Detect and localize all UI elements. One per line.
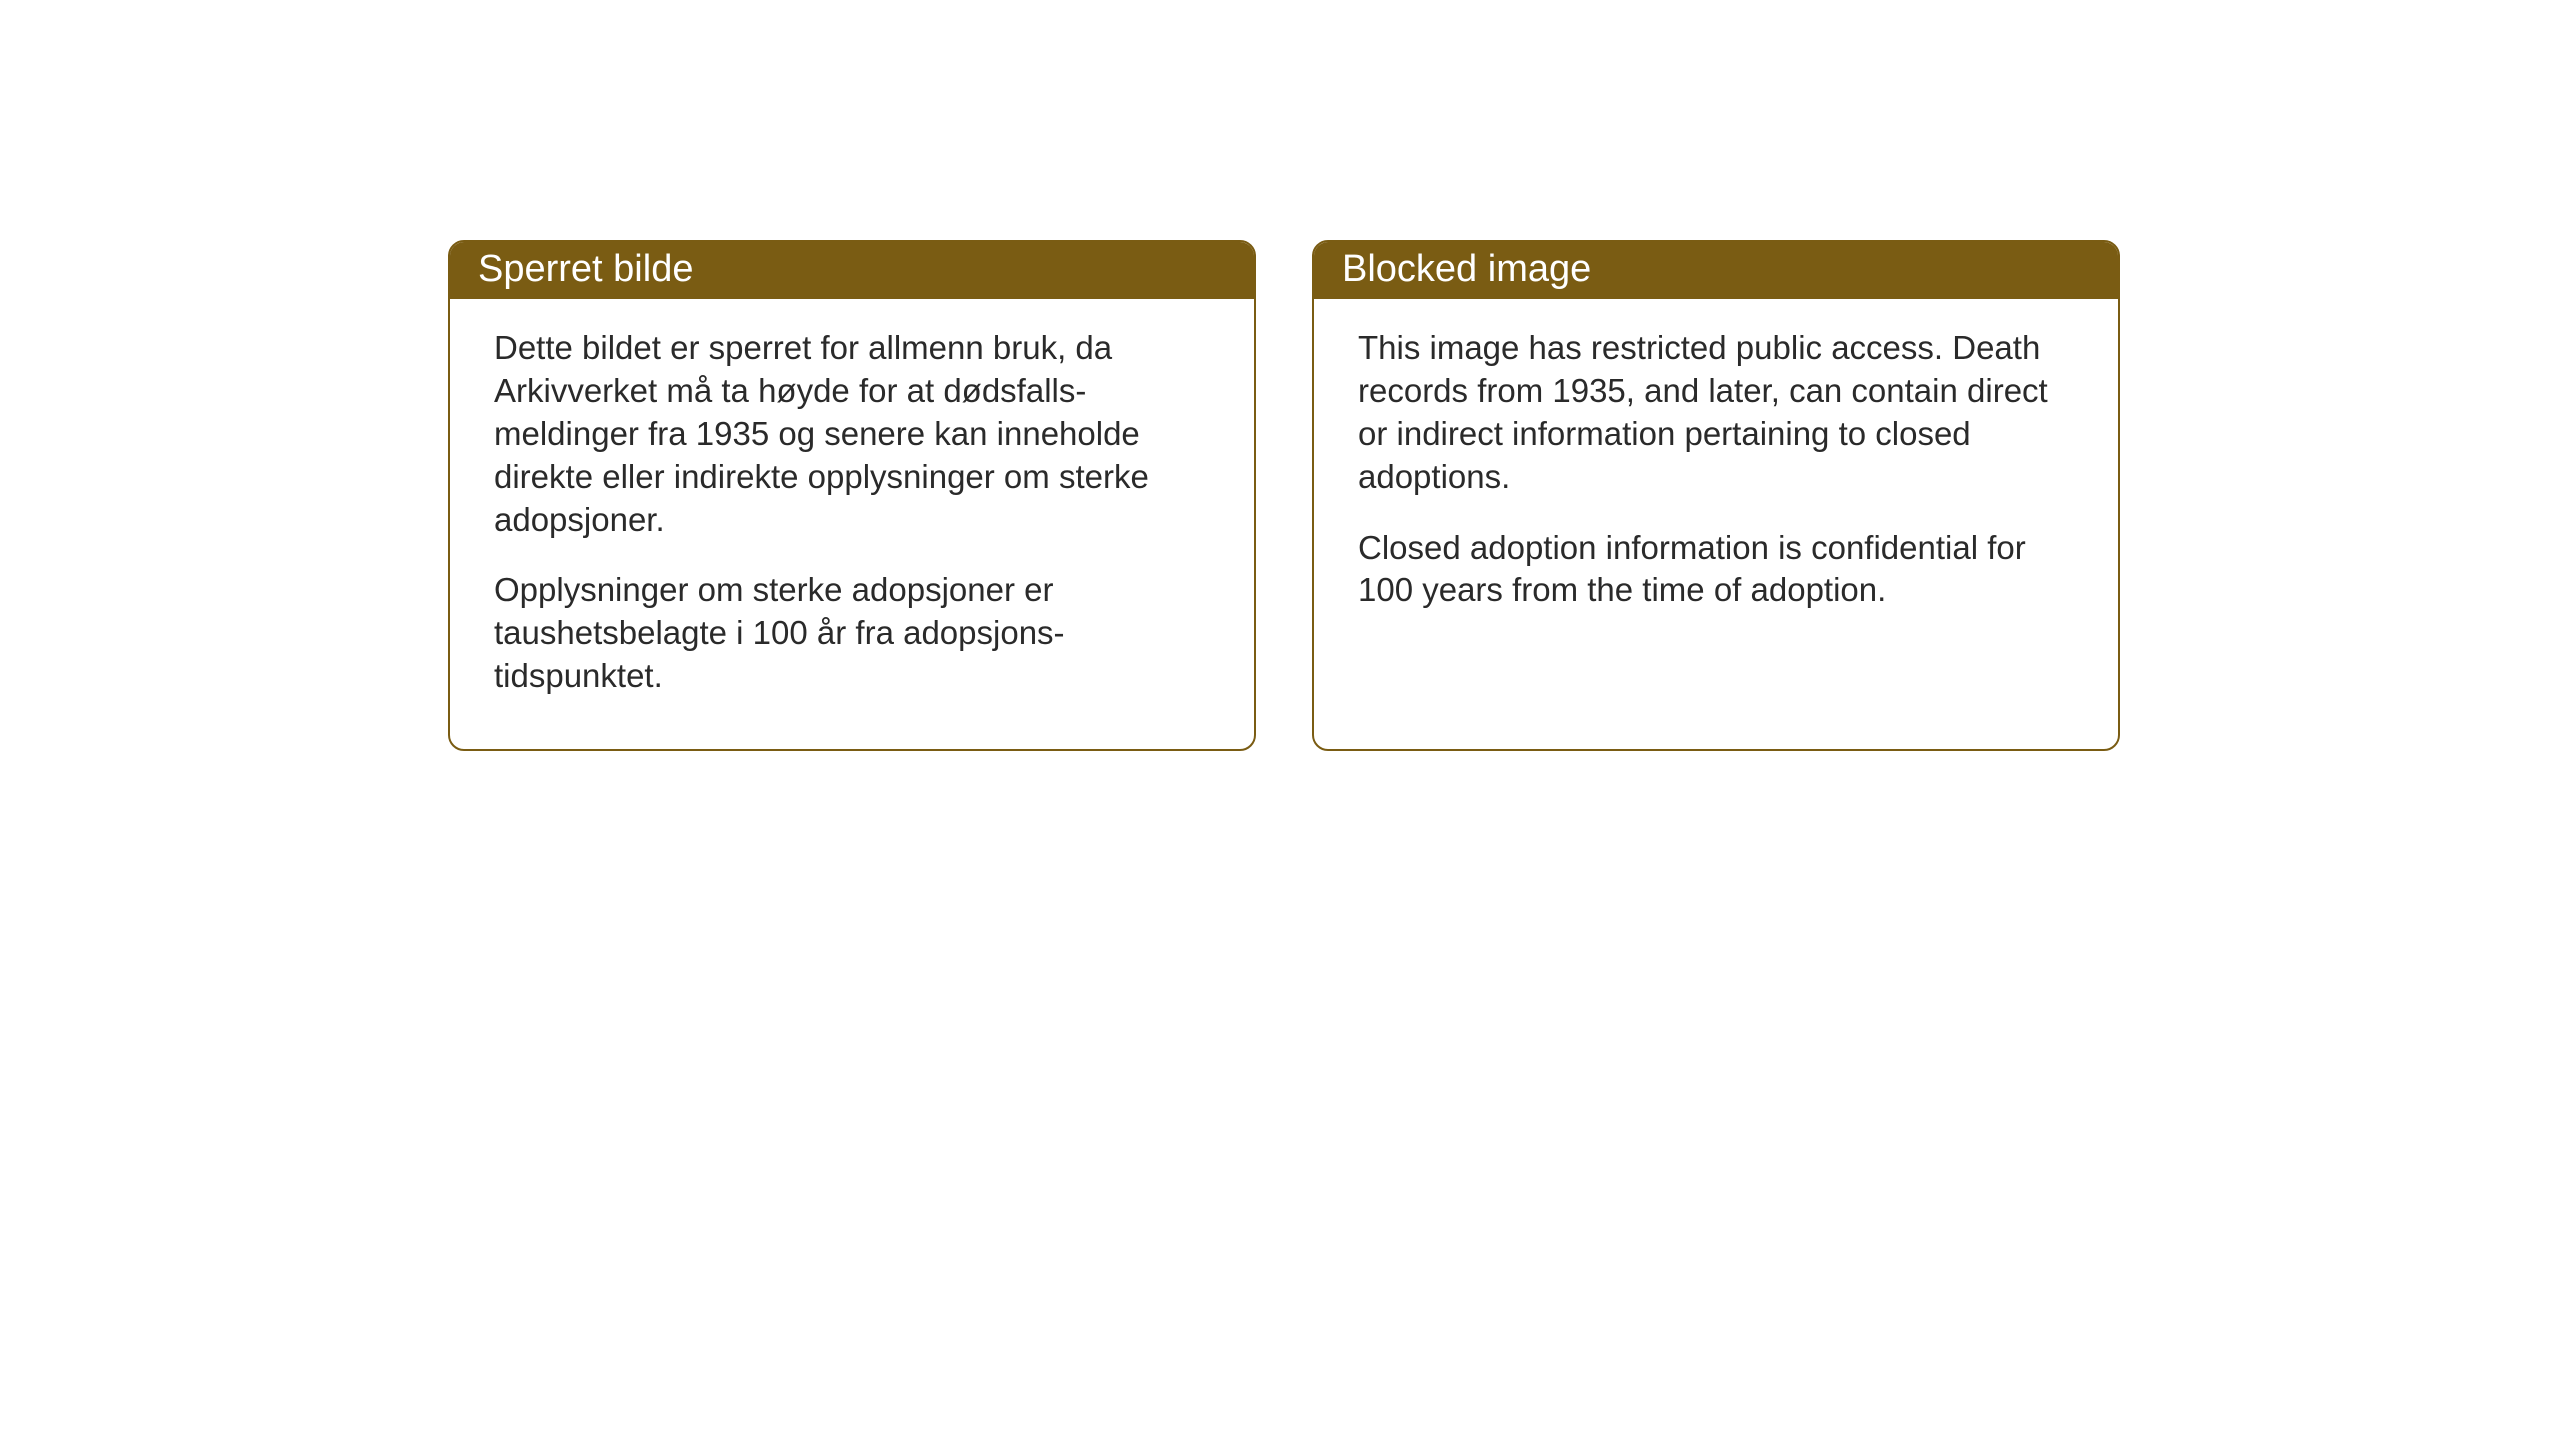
notice-paragraph-2-english: Closed adoption information is confident… <box>1358 527 2074 613</box>
notice-box-norwegian: Sperret bilde Dette bildet er sperret fo… <box>448 240 1256 751</box>
notice-header-norwegian: Sperret bilde <box>450 242 1254 299</box>
notice-header-english: Blocked image <box>1314 242 2118 299</box>
notice-container: Sperret bilde Dette bildet er sperret fo… <box>448 240 2120 751</box>
notice-title-english: Blocked image <box>1342 248 1591 290</box>
notice-title-norwegian: Sperret bilde <box>478 248 693 290</box>
notice-paragraph-1-english: This image has restricted public access.… <box>1358 327 2074 499</box>
notice-body-norwegian: Dette bildet er sperret for allmenn bruk… <box>450 299 1254 749</box>
notice-box-english: Blocked image This image has restricted … <box>1312 240 2120 751</box>
notice-body-english: This image has restricted public access.… <box>1314 299 2118 749</box>
notice-paragraph-1-norwegian: Dette bildet er sperret for allmenn bruk… <box>494 327 1210 541</box>
notice-paragraph-2-norwegian: Opplysninger om sterke adopsjoner er tau… <box>494 569 1210 698</box>
